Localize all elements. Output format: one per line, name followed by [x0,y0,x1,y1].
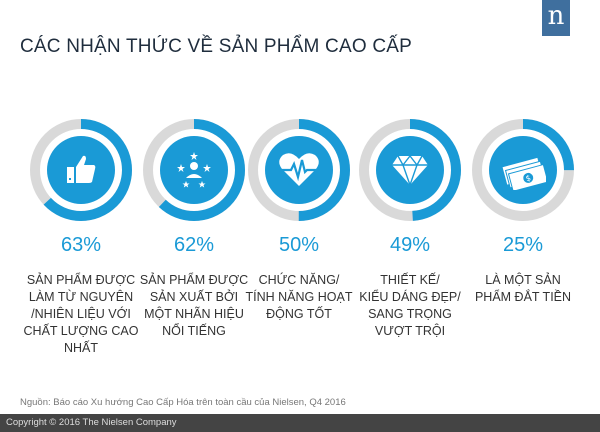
percent-label: 63% [60,234,102,256]
donut-value-arc [359,119,461,221]
description-line: NỔI TIẾNG [162,324,226,338]
description-line: KIỂU DÁNG ĐẸP/ [359,290,461,304]
svg-text:$: $ [525,173,532,183]
description-line: VƯỢT TRỘI [374,324,446,338]
description-line: LÀ MỘT SẢN [485,273,561,287]
page-title: CÁC NHẬN THỨC VỀ SẢN PHẨM CAO CẤP [20,36,412,57]
metric-description: LÀ MỘT SẢN PHẨM ĐẮT TIỀN [462,272,584,306]
percent-label: 50% [278,234,320,256]
description-line: THIẾT KẾ/ [380,273,440,287]
metric-description: CHỨC NĂNG/TÍNH NĂNG HOẠT ĐỘNG TỐT [238,272,360,323]
diamond-icon [380,140,440,200]
percent-label: 62% [173,234,215,256]
description-line: LÀM TỪ NGUYÊN [28,290,134,304]
money-icon: $ [493,140,553,200]
source-note: Nguồn: Báo cáo Xu hướng Cao Cấp Hóa trên… [20,397,346,408]
copyright-text: Copyright © 2016 The Nielsen Company [6,417,177,428]
metric-description: SẢN PHẨM ĐƯỢC LÀM TỪ NGUYÊN/NHIÊN LIỆU VỚ… [20,272,142,357]
description-line: /NHIÊN LIỆU VỚI [31,307,131,321]
description-line: SẢN XUẤT BỞI [149,290,239,304]
metric-description: SẢN PHẨM ĐƯỢC SẢN XUẤT BỞI MỘT NHÃN HIỆU NỔ… [133,272,255,340]
metric-description: THIẾT KẾ/KIỂU DÁNG ĐẸP/SANG TRỌNG VƯỢT TR… [349,272,471,340]
description-line: SẢN PHẨM ĐƯỢC [139,273,249,287]
donut-value-arc [248,119,350,221]
footer-bar: Copyright © 2016 The Nielsen Company [0,414,600,432]
description-line: MỘT NHÃN HIỆU [144,307,244,321]
metric-item: 62% SẢN PHẨM ĐƯỢC SẢN XUẤT BỞI MỘT NHÃN HIỆ… [139,118,249,378]
star-person-icon [164,140,224,200]
percent-label: 25% [502,234,544,256]
thumbs-up-icon [51,140,111,200]
donut-chart [143,119,245,221]
description-line: CHẤT LƯỢNG CAO [23,324,139,338]
description-line: CHỨC NĂNG/ [258,273,340,287]
percent-label: 49% [389,234,431,256]
description-line: TÍNH NĂNG HOẠT [245,290,353,304]
nielsen-logo: n [542,0,570,36]
metric-item: $25% LÀ MỘT SẢN PHẨM ĐẮT TIỀN [468,118,578,378]
donut-value-arc [30,119,132,221]
top-bar [0,0,600,30]
donut-value-arc [143,119,245,221]
metric-item: 63% SẢN PHẨM ĐƯỢC LÀM TỪ NGUYÊN/NHIÊN LIỆU… [24,118,138,378]
heartbeat-icon [269,140,329,200]
logo-letter: n [547,1,565,31]
description-line: SANG TRỌNG [368,307,452,321]
description-line: ĐỘNG TỐT [266,307,332,321]
metric-item: 49% THIẾT KẾ/KIỂU DÁNG ĐẸP/SANG TRỌNG VƯỢT… [355,118,465,378]
metric-item: 50% CHỨC NĂNG/TÍNH NĂNG HOẠT ĐỘNG TỐT [244,118,354,378]
donut-value-arc [472,119,574,221]
description-line: PHẨM ĐẮT TIỀN [474,290,572,304]
description-line: NHẤT [63,341,99,355]
description-line: SẢN PHẨM ĐƯỢC [26,273,136,287]
